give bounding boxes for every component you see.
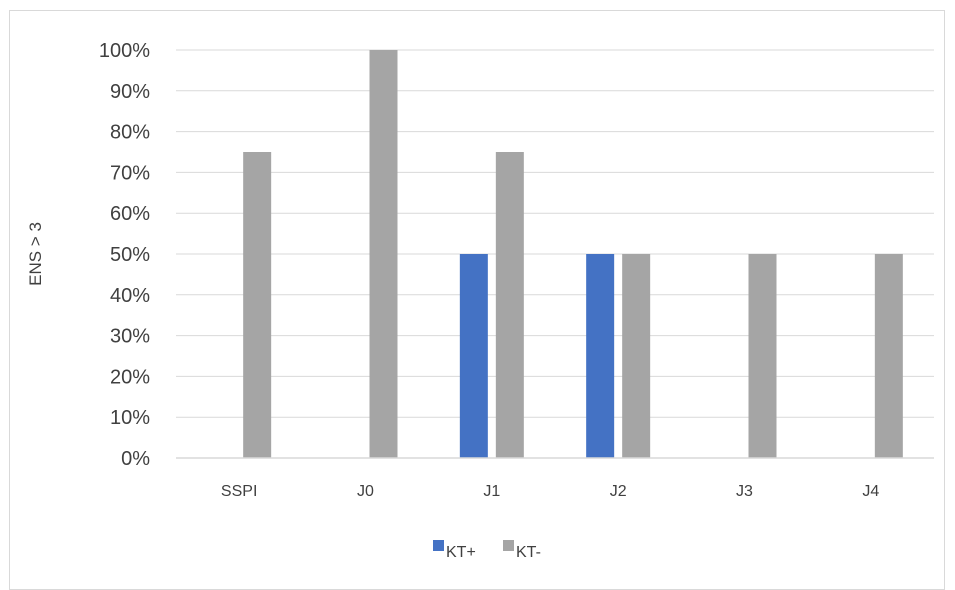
y-tick-label: 10%: [110, 407, 150, 429]
bars: [243, 50, 903, 458]
bar-kt-j1: [495, 152, 524, 458]
bar-kt-j4: [874, 254, 903, 458]
x-tick-label: SSPI: [221, 483, 257, 500]
bar-kt-j3: [748, 254, 777, 458]
bar-kt-j2: [622, 254, 651, 458]
gridlines: [176, 49, 934, 418]
x-tick-label: J0: [357, 483, 374, 500]
y-tick-label: 80%: [110, 122, 150, 144]
y-tick-label: 60%: [110, 203, 150, 225]
y-tick-label: 90%: [110, 81, 150, 103]
y-tick-label: 0%: [121, 448, 150, 470]
x-tick-label: J3: [736, 483, 753, 500]
legend-label: KT-: [516, 544, 541, 561]
legend-swatch: [503, 540, 514, 551]
y-tick-label: 50%: [110, 244, 150, 266]
y-tick-label: 30%: [110, 326, 150, 348]
legend-label: KT+: [446, 544, 476, 561]
y-tick-label: 100%: [99, 40, 150, 62]
bar-kt-sspi: [243, 152, 272, 458]
x-axis-tick-labels: SSPI J0 J1 J2 J3 J4: [221, 483, 879, 500]
y-axis-tick-labels: 0% 10% 20% 30% 40% 50% 60% 70% 80% 90% 100%: [99, 40, 150, 470]
x-tick-label: J2: [610, 483, 627, 500]
x-tick-label: J1: [483, 483, 500, 500]
y-axis-title: ENS > 3: [26, 222, 45, 286]
x-tick-label: J4: [862, 483, 879, 500]
legend-swatch: [433, 540, 444, 551]
legend: KT+ KT-: [433, 540, 541, 561]
bar-kt-j1: [459, 254, 488, 458]
bar-kt-j2: [586, 254, 615, 458]
y-tick-label: 40%: [110, 285, 150, 307]
bar-kt-j0: [369, 50, 398, 458]
y-tick-label: 70%: [110, 162, 150, 184]
y-tick-label: 20%: [110, 366, 150, 388]
